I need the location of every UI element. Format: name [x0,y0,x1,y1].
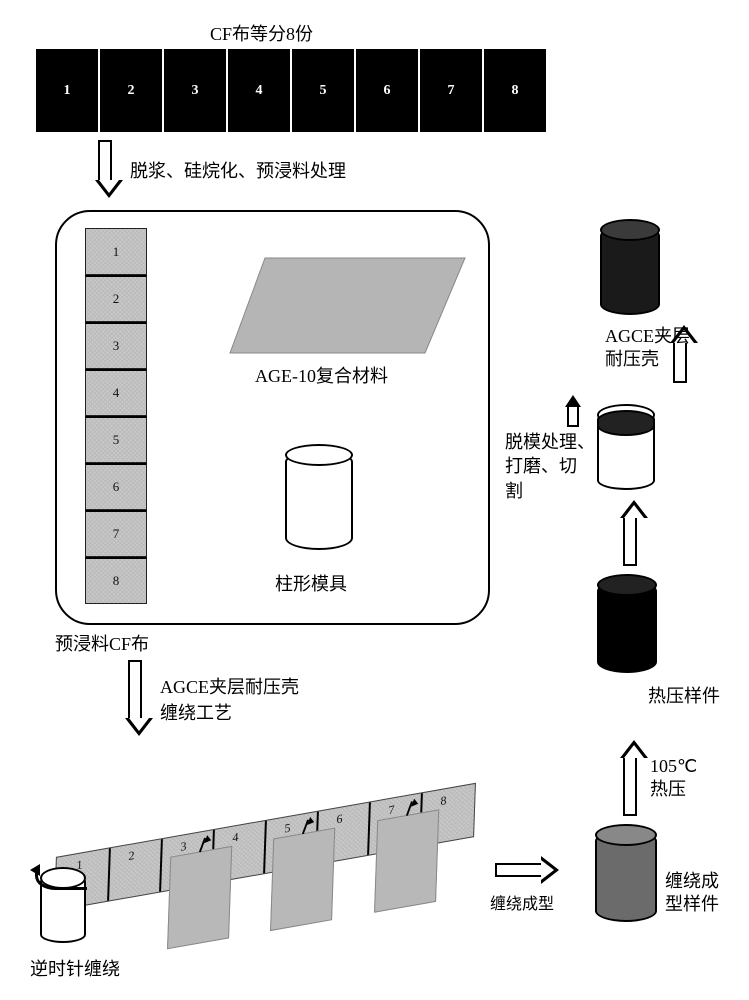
prepreg-piece: 4 [85,369,147,416]
prepreg-piece: 7 [85,510,147,557]
age-panel [270,828,335,931]
step1-label: 脱浆、硅烷化、预浸料处理 [130,157,346,183]
cf-piece: 1 [35,48,99,133]
demold-label: 脱模处理、 打磨、切 割 [505,430,595,503]
ccw-arrow-icon [35,870,87,890]
hotpress-arrow-label: 105℃ 热压 [650,755,697,802]
prepreg-label: 预浸料CF布 [55,630,149,656]
wound-sample-cylinder [595,830,657,922]
cf-piece: 7 [419,48,483,133]
wind-seg-num: 7 [388,802,395,818]
prepreg-piece: 5 [85,416,147,463]
wind-seg-num: 6 [336,811,343,827]
age-panel [167,846,232,949]
arrow-step3 [495,860,559,880]
wind-seg-num: 5 [284,820,291,836]
final-shell-cylinder [600,225,660,315]
cf-piece: 2 [99,48,163,133]
arrow-hotpress [620,740,640,816]
ccw-label: 逆时针缠绕 [30,955,120,981]
cf-piece: 3 [163,48,227,133]
prepreg-piece: 8 [85,557,147,604]
wind-seg-num: 4 [232,830,239,846]
hotpress-cylinder [597,580,657,673]
step2-label: AGCE夹层耐压壳 缠绕工艺 [160,673,299,725]
prepreg-piece: 2 [85,275,147,322]
winding-schematic: 1 2 3 4 5 6 7 8 [54,783,476,911]
cf-piece: 5 [291,48,355,133]
demold-cylinder [597,410,655,490]
arrow-step2 [125,660,145,736]
wind-seg-num: 3 [180,839,187,855]
cf-piece: 6 [355,48,419,133]
wind-seg-num: 8 [440,793,447,809]
prepreg-piece: 1 [85,228,147,275]
cf-piece: 8 [483,48,547,133]
wind-seg-num: 2 [128,848,135,864]
age-label: AGE-10复合材料 [255,362,388,388]
age-sheet-icon [225,248,475,368]
wound-sample-label: 缠绕成 型样件 [665,870,719,917]
mold-label: 柱形模具 [275,570,347,596]
mold-cylinder-icon [285,450,353,550]
arrow-demold-small [565,395,581,427]
age-panel [374,809,439,912]
prepreg-piece: 3 [85,322,147,369]
cf-piece: 4 [227,48,291,133]
prepreg-column: 1 2 3 4 5 6 7 8 [85,228,147,604]
cf-pieces-row: 1 2 3 4 5 6 7 8 [35,48,547,133]
title-cf-split: CF布等分8份 [210,20,313,46]
arrow-step1 [95,140,115,198]
step3-label: 缠绕成型 [490,890,554,914]
prepreg-piece: 6 [85,463,147,510]
hotpress-label: 热压样件 [648,682,720,708]
arrow-demold [620,500,640,566]
final-label: AGCE夹层 耐压壳 [605,325,690,372]
